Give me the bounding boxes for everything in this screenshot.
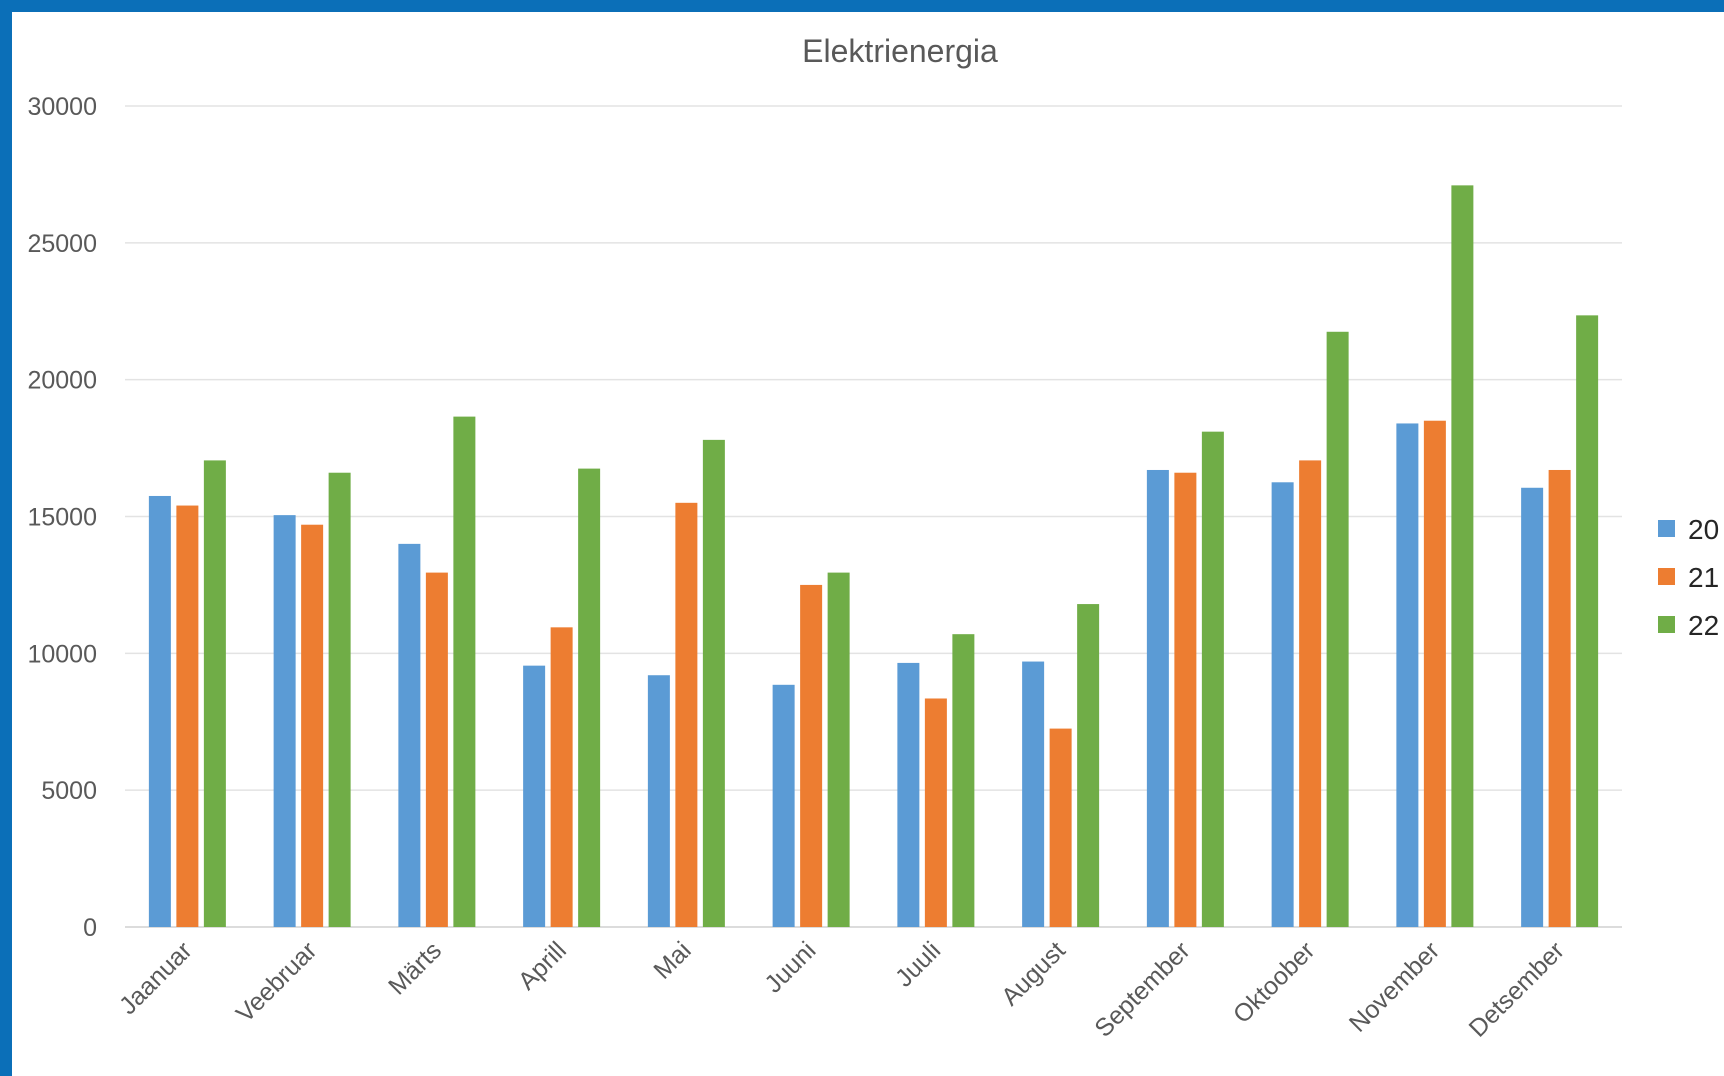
x-axis: Jaanuar Veebruar Märts Aprill Mai Juuni Juuli A… bbox=[114, 936, 1570, 1042]
legend-label: 20 bbox=[1688, 514, 1719, 545]
x-tick-label: September bbox=[1089, 936, 1195, 1042]
x-tick-label: Juuni bbox=[759, 936, 821, 998]
bar bbox=[1049, 728, 1072, 927]
bar bbox=[550, 627, 573, 927]
gridlines bbox=[125, 105, 1622, 928]
legend-swatch bbox=[1658, 568, 1675, 585]
bars bbox=[148, 185, 1599, 928]
bar bbox=[702, 439, 725, 927]
bar bbox=[1174, 472, 1197, 927]
bar bbox=[453, 416, 476, 927]
legend-swatch bbox=[1658, 520, 1675, 537]
bar bbox=[176, 505, 199, 927]
bar bbox=[1271, 482, 1294, 927]
bar bbox=[273, 515, 296, 927]
bar bbox=[328, 472, 351, 927]
y-tick-label: 10000 bbox=[27, 640, 97, 668]
chart-title: Elektrienergia bbox=[802, 33, 998, 69]
bar bbox=[800, 584, 823, 927]
bar bbox=[897, 662, 920, 927]
legend: 20 21 22 bbox=[1658, 514, 1719, 641]
legend-label: 21 bbox=[1688, 562, 1719, 593]
bar bbox=[1548, 469, 1571, 927]
bar bbox=[1077, 604, 1100, 927]
bar bbox=[1299, 460, 1322, 927]
bar bbox=[1146, 469, 1169, 927]
bar bbox=[827, 572, 850, 927]
x-tick-label: Detsember bbox=[1464, 936, 1570, 1042]
bar bbox=[1022, 661, 1045, 927]
bar bbox=[425, 572, 448, 927]
bar bbox=[1423, 420, 1446, 927]
y-tick-label: 0 bbox=[83, 914, 97, 942]
bar bbox=[675, 502, 698, 927]
bar bbox=[952, 634, 975, 927]
bar bbox=[1521, 487, 1544, 927]
y-tick-label: 30000 bbox=[27, 93, 97, 121]
x-tick-label: Mai bbox=[648, 936, 696, 984]
legend-swatch bbox=[1658, 616, 1675, 633]
y-tick-label: 25000 bbox=[27, 230, 97, 258]
x-tick-label: Jaanuar bbox=[114, 936, 198, 1020]
bar bbox=[772, 684, 795, 927]
bar bbox=[1201, 431, 1224, 927]
bar bbox=[1451, 185, 1474, 927]
bar bbox=[398, 543, 421, 927]
y-tick-label: 20000 bbox=[27, 367, 97, 395]
bar bbox=[924, 698, 947, 927]
x-tick-label: Veebruar bbox=[231, 936, 323, 1028]
x-tick-label: Oktoober bbox=[1228, 936, 1321, 1029]
y-axis: 0 5000 10000 15000 20000 25000 30000 bbox=[27, 93, 97, 942]
bar bbox=[203, 460, 226, 927]
bar bbox=[1396, 423, 1419, 927]
x-tick-label: Märts bbox=[383, 936, 447, 1000]
bar bbox=[301, 524, 324, 927]
y-tick-label: 5000 bbox=[41, 777, 97, 805]
x-tick-label: August bbox=[996, 936, 1071, 1011]
bar bbox=[1326, 331, 1349, 927]
legend-label: 22 bbox=[1688, 610, 1719, 641]
x-tick-label: November bbox=[1344, 936, 1445, 1037]
y-tick-label: 15000 bbox=[27, 504, 97, 532]
x-tick-label: Aprill bbox=[513, 936, 572, 995]
bar bbox=[647, 675, 670, 927]
bar bbox=[1576, 315, 1599, 928]
bar bbox=[523, 665, 546, 927]
bar bbox=[578, 468, 601, 927]
x-tick-label: Juuli bbox=[890, 936, 946, 992]
bar bbox=[148, 495, 171, 927]
